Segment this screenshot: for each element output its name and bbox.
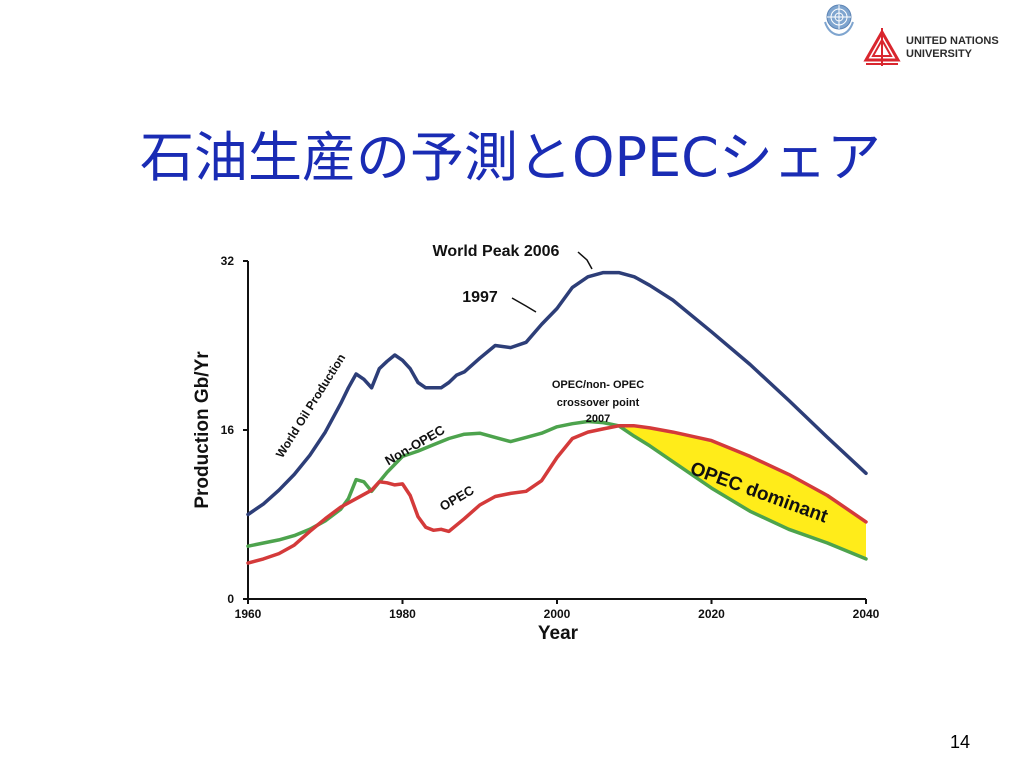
year-1997-annotation: 1997 — [462, 289, 498, 306]
x-tick-label: 1980 — [389, 607, 416, 621]
y-axis-title: Production Gb/Yr — [192, 351, 213, 509]
world-peak-annotation: World Peak 2006 — [433, 243, 560, 260]
x-tick-label: 2000 — [544, 607, 571, 621]
chart-figure: 1960 1980 2000 2020 2040 0 16 32 Production Gb/… — [180, 228, 900, 658]
unu-logo: UNITED NATIONS UNIVERSITY — [862, 26, 1012, 70]
series-line-world-oil-production — [246, 270, 868, 517]
series-label-non-opec: Non-OPEC — [382, 422, 448, 469]
opec-dominant-area — [618, 425, 866, 559]
un-emblem-icon — [824, 4, 854, 37]
x-tick-label: 1960 — [235, 607, 262, 621]
year-1997-arrow — [511, 297, 537, 313]
series-line-opec — [246, 424, 868, 565]
page-number: 14 — [949, 732, 970, 752]
y-tick-label: 32 — [221, 254, 235, 268]
x-tick-label: 2040 — [853, 607, 880, 621]
series-label-world: World Oil Production — [273, 351, 348, 460]
crossover-annotation-line-3: 2007 — [586, 413, 610, 425]
unu-name-line-2: UNIVERSITY — [906, 48, 973, 60]
crossover-annotation-line-2: crossover point — [557, 397, 640, 409]
series-label-opec: OPEC — [437, 482, 477, 514]
oil-production-chart: 1960 1980 2000 2020 2040 0 16 32 Production Gb/… — [192, 243, 880, 644]
unu-name-line-1: UNITED NATIONS — [906, 35, 999, 47]
y-tick-label: 16 — [221, 423, 235, 437]
world-peak-arrow — [577, 251, 593, 270]
unu-mark-icon — [863, 28, 901, 66]
x-tick-label: 2020 — [698, 607, 725, 621]
y-tick-label: 0 — [227, 592, 234, 606]
slide-title: 石油生産の予測とOPECシェア — [140, 126, 881, 189]
crossover-annotation-line-1: OPEC/non- OPEC — [552, 379, 644, 391]
x-axis-title: Year — [538, 623, 579, 644]
